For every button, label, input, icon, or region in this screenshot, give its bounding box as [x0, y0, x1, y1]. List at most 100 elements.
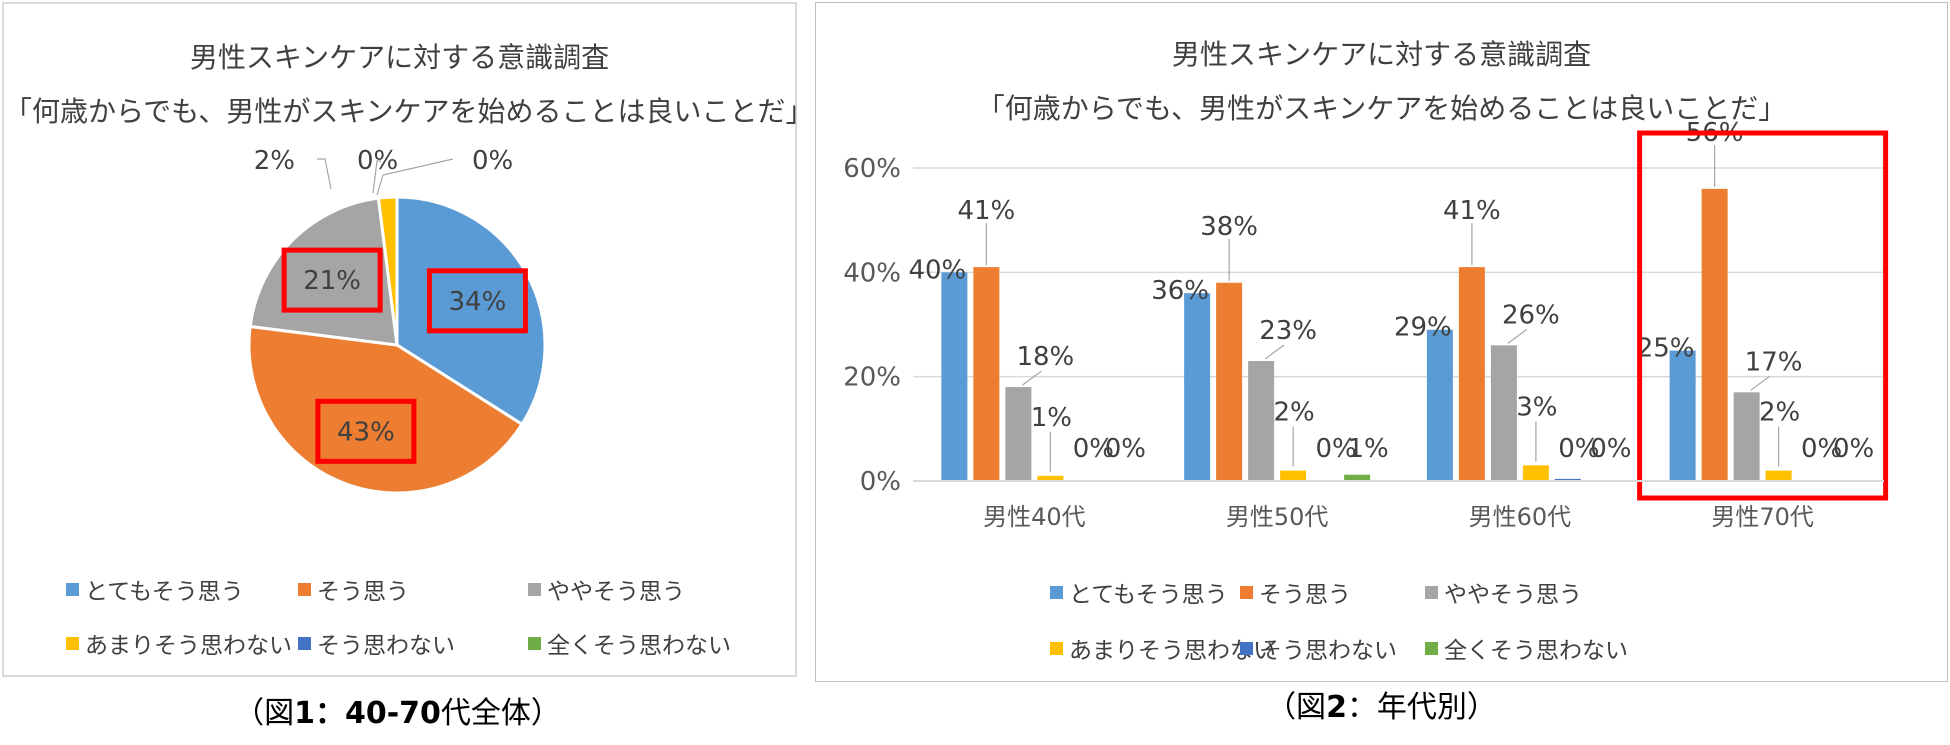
figure2-caption: （図2：年代別） — [1266, 690, 1497, 725]
bar — [1554, 478, 1581, 481]
y-tick-label: 20% — [843, 363, 901, 393]
pie-title-line1: 男性スキンケアに対する意識調査 — [189, 41, 610, 74]
bar — [1280, 470, 1307, 481]
y-tick-label: 0% — [860, 467, 901, 497]
bar-leader-line — [1022, 370, 1042, 386]
bar-data-label: 41% — [1443, 196, 1501, 226]
bar-data-label: 0% — [1833, 434, 1874, 464]
legend-swatch — [1050, 641, 1063, 655]
bar-leader-line — [1264, 344, 1285, 360]
legend-swatch — [528, 582, 541, 596]
x-category-label: 男性70代 — [1711, 503, 1814, 531]
legend-swatch — [66, 636, 79, 650]
pie-data-label: 34% — [449, 287, 507, 317]
pie-legend-item: とてもそう思う — [66, 572, 244, 606]
pie-chart: 34%43%21%2% 0% 0% — [247, 146, 547, 495]
bar-legend-item: ややそう思う — [1425, 575, 1582, 609]
bar — [1522, 465, 1549, 481]
figure1-caption: （図1：40-70代全体） — [234, 696, 561, 731]
bar — [1037, 475, 1064, 481]
pie-data-label: 21% — [303, 266, 361, 296]
legend-swatch — [1425, 641, 1438, 655]
legend-label: とてもそう思う — [1069, 582, 1228, 608]
legend-swatch — [1425, 585, 1438, 599]
legend-swatch — [298, 636, 311, 650]
pie-legend: とてもそう思う そう思う ややそう思うあまりそう思わない そう思わない 全くそう思わない — [4, 4, 795, 675]
pie-legend-item: ややそう思う — [528, 572, 685, 606]
pie-legend-item: あまりそう思わない — [66, 626, 292, 660]
bar-data-label: 0% — [1801, 434, 1842, 464]
pie-highlight-box — [315, 398, 417, 464]
bar-data-label: 38% — [1200, 212, 1258, 242]
legend-label: 全くそう思わない — [1444, 638, 1628, 664]
bar-data-label: 1% — [1031, 403, 1072, 433]
pie-slice-4 — [376, 195, 399, 346]
x-category-label: 男性60代 — [1469, 503, 1572, 531]
legend-label: そう思う — [1259, 582, 1351, 608]
bar-highlight-box — [1637, 130, 1889, 501]
legend-label: ややそう思う — [547, 579, 685, 605]
legend-label: そう思わない — [1259, 638, 1397, 664]
legend-swatch — [1240, 641, 1253, 655]
bar-data-label: 26% — [1502, 300, 1560, 330]
legend-swatch — [66, 582, 79, 596]
bar-data-label: 29% — [1394, 313, 1452, 343]
pie-legend-item: 全くそう思わない — [528, 626, 731, 660]
y-tick-label: 60% — [843, 154, 901, 184]
legend-swatch — [1240, 585, 1253, 599]
bar — [1216, 282, 1243, 481]
pie-leader-line — [317, 158, 332, 190]
pie-chart-panel: 男性スキンケアに対する意識調査 「何歳からでも、男性がスキンケアを始めることは良… — [2, 2, 814, 677]
bar-data-label: 23% — [1259, 316, 1317, 346]
bar — [1458, 267, 1485, 481]
bar — [1184, 293, 1211, 481]
pie-title-line2: 「何歳からでも、男性がスキンケアを始めることは良いことだ」 — [4, 95, 814, 128]
x-category-label: 男性50代 — [1226, 503, 1329, 531]
bar-data-label: 0% — [1105, 434, 1146, 464]
bar-legend-item: とてもそう思う — [1050, 575, 1228, 609]
bar-data-label: 40% — [908, 255, 966, 285]
bar — [1701, 188, 1728, 481]
x-category-label: 男性40代 — [983, 503, 1086, 531]
bar-data-label: 25% — [1637, 334, 1695, 364]
bar-data-label: 0% — [1558, 434, 1599, 464]
bar — [1344, 474, 1371, 481]
bar-legend: とてもそう思う そう思う ややそう思う あまりそう思わない そう思わない 全くそう思わない — [816, 3, 1947, 681]
pie-highlight-box — [281, 247, 383, 313]
bar — [1669, 350, 1696, 481]
pie-legend-item: そう思わない — [298, 626, 455, 660]
bar-title-line2: 「何歳からでも、男性がスキンケアを始めることは良いことだ」 — [976, 92, 1787, 125]
bar-legend-item: 全くそう思わない — [1425, 631, 1628, 665]
bar-legend-item: そう思う — [1240, 575, 1351, 609]
bar-data-label: 2% — [1759, 398, 1800, 428]
bar — [1426, 329, 1453, 481]
legend-swatch — [1050, 585, 1063, 599]
bar-data-label: 17% — [1745, 347, 1803, 377]
legend-label: とてもそう思う — [85, 579, 244, 605]
bar-title-line1: 男性スキンケアに対する意識調査 — [1171, 38, 1592, 71]
bar-leader-line — [1750, 375, 1770, 391]
bar-data-label: 0% — [1073, 434, 1114, 464]
bar — [973, 267, 1000, 481]
bar-data-label: 41% — [957, 196, 1015, 226]
pie-highlight-box — [426, 268, 528, 334]
legend-swatch — [528, 636, 541, 650]
bar — [1765, 470, 1792, 481]
pie-data-label: 2% — [254, 146, 295, 176]
bar-chart-panel: 男性スキンケアに対する意識調査 「何歳からでも、男性がスキンケアを始めることは良… — [815, 2, 1948, 682]
bar-data-label: 0% — [1590, 434, 1631, 464]
legend-label: ややそう思う — [1444, 582, 1582, 608]
legend-label: 全くそう思わない — [547, 633, 731, 659]
bar — [1490, 345, 1517, 481]
bar-data-label: 3% — [1516, 392, 1557, 422]
legend-label: そう思わない — [317, 633, 455, 659]
bar-leader-line — [1507, 328, 1528, 344]
bar-chart: 0%20%40%60%40%41%18%1%0%0%男性40代36%38%23%… — [843, 118, 1889, 531]
legend-swatch — [298, 582, 311, 596]
legend-label: あまりそう思わない — [85, 633, 292, 659]
bar-legend-item: そう思わない — [1240, 631, 1397, 665]
pie-legend-item: そう思う — [298, 572, 409, 606]
bar-data-label: 0% — [1316, 434, 1357, 464]
pie-data-label: 43% — [337, 417, 395, 447]
legend-label: そう思う — [317, 579, 409, 605]
